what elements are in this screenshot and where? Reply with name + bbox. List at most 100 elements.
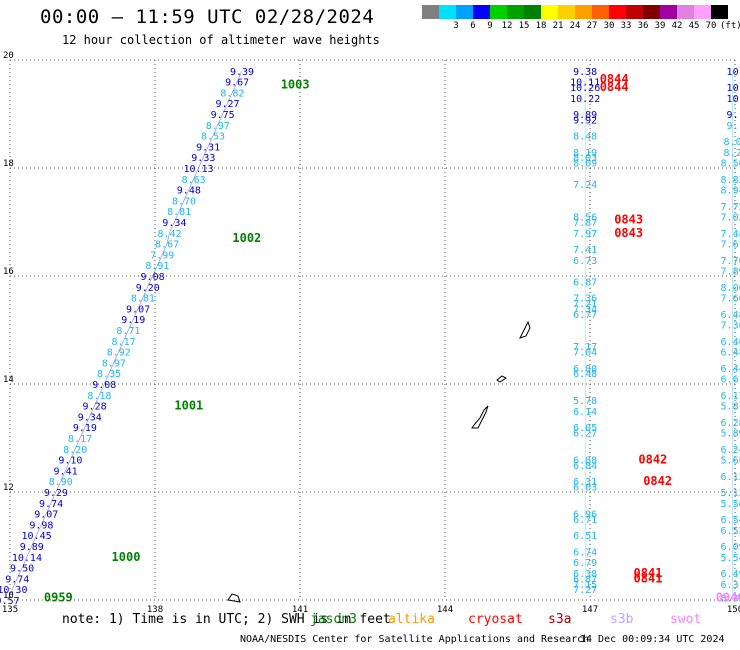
wave-height-label: 8.97	[102, 358, 126, 369]
colorbar-tick-label: 6	[470, 21, 476, 31]
colorbar-tick-label: 24	[569, 21, 581, 31]
wave-height-label: 7.75	[721, 202, 740, 213]
wave-height-label: 7.36	[573, 294, 597, 305]
wave-height-label: 7.76	[721, 256, 740, 267]
wave-height-label: 8.03	[573, 153, 597, 164]
x-tick-label: 147	[582, 605, 598, 615]
wave-height-label: 6.48	[721, 310, 740, 321]
wave-height-label: 8.81	[167, 207, 191, 218]
wave-height-label: 7.03	[721, 213, 740, 224]
wave-height-label: 8.70	[172, 196, 196, 207]
wave-height-label: 9.33	[191, 153, 215, 164]
wave-height-label: 6.48	[721, 348, 740, 359]
wave-height-label: 8.50	[721, 159, 740, 170]
wave-height-label: 9.10	[58, 456, 82, 467]
wave-height-label: 10.26	[570, 83, 600, 94]
pass-time-label: 0940	[716, 590, 740, 604]
wave-height-label: 8.42	[157, 229, 181, 240]
legend-jason3: jason3	[310, 612, 357, 627]
wave-height-label: 10.11	[570, 78, 600, 89]
wave-height-label: 8.97	[206, 121, 230, 132]
colorbar-tick-label: 18	[535, 21, 547, 31]
colorbar-swatch	[507, 5, 524, 19]
footnote: note: 1) Time is in UTC; 2) SWH is in fe…	[62, 612, 391, 627]
wave-height-label: 7.87	[573, 218, 597, 229]
wave-height-label: 9.74	[5, 574, 29, 585]
wave-height-label: 9.27	[215, 99, 239, 110]
wave-height-label: 6.54	[721, 515, 740, 526]
colorbar-swatch	[456, 5, 473, 19]
colorbar-swatch	[524, 5, 541, 19]
wave-height-label: 9.07	[34, 510, 58, 521]
wave-height-label: 6.48	[573, 369, 597, 380]
wave-height-label: 6.17	[721, 391, 740, 402]
wave-height-label: 7.89	[721, 267, 740, 278]
colorbar-swatch	[490, 5, 507, 19]
wave-height-label: 10	[727, 94, 739, 105]
colorbar-tick-label: 70	[705, 21, 717, 31]
x-tick-label: 135	[2, 605, 18, 615]
wave-height-label: 10.14	[12, 553, 42, 564]
wave-height-label: 9.48	[177, 186, 201, 197]
y-tick-label: 18	[3, 159, 14, 169]
wave-height-label: 8.82	[220, 88, 244, 99]
wave-height-label: 8.0	[724, 137, 740, 148]
wave-height-label: 9.20	[136, 283, 160, 294]
wave-height-label: 9.19	[121, 315, 145, 326]
wave-height-label: 6.28	[721, 418, 740, 429]
pass-time-label: 0843	[614, 212, 643, 226]
pass-time-label: 0842	[643, 474, 672, 488]
wave-height-label: 6.31	[573, 477, 597, 488]
wave-height-label: 6.52	[721, 526, 740, 537]
wave-height-label: 9.89	[20, 542, 44, 553]
pass-time-label: 1001	[174, 399, 203, 413]
x-tick-label: 150	[727, 605, 740, 615]
colorbar-swatch	[592, 5, 609, 19]
colorbar-tick-label: 42	[671, 21, 683, 31]
wave-height-label: 7.41	[573, 245, 597, 256]
wave-height-label: 8.09	[573, 159, 597, 170]
colorbar-swatch	[694, 5, 711, 19]
wave-height-label: 6.51	[573, 531, 597, 542]
wave-height-label: 7.60	[721, 294, 740, 305]
wave-height-label: 10.45	[22, 531, 52, 542]
wave-height-label: 6.31	[721, 580, 740, 591]
wave-height-label: 9.28	[83, 402, 107, 413]
colorbar-tick-label: 9	[487, 21, 493, 31]
wave-height-label: 8.19	[573, 148, 597, 159]
wave-height-label: 8.53	[201, 132, 225, 143]
legend-s3b: s3b	[610, 612, 634, 627]
wave-height-label: 5.81	[721, 402, 740, 413]
satellite-track-line	[7, 70, 243, 601]
wave-height-label: 5.56	[721, 499, 740, 510]
wave-height-label: 9.34	[78, 412, 102, 423]
wave-height-label: 9.50	[10, 564, 34, 575]
wave-height-label: 8.67	[155, 240, 179, 251]
wave-height-label: 6.74	[573, 547, 597, 558]
wave-height-label: 5.66	[721, 456, 740, 467]
wave-height-label: 5.78	[573, 396, 597, 407]
wave-height-label: 9.	[727, 121, 739, 132]
wave-height-label: 7.48	[721, 229, 740, 240]
legend-cryosat: cryosat	[468, 612, 523, 627]
wave-height-label: 8.48	[573, 132, 597, 143]
wave-height-label: 7.15	[573, 580, 597, 591]
wave-height-label: 7.36	[721, 321, 740, 332]
wave-height-label: 6.38	[573, 569, 597, 580]
wave-height-label: 9.98	[29, 520, 53, 531]
x-tick-label: 138	[147, 605, 163, 615]
wave-height-label: 6.05	[573, 423, 597, 434]
colorbar-tick-label: 36	[637, 21, 649, 31]
wave-height-label: 10	[727, 83, 739, 94]
wave-height-label: 6.38	[721, 593, 740, 604]
colorbar-labels: 3 6 9 12 15 18 21 24 27 30 33 36 39 42 45 70	[422, 21, 740, 33]
wave-height-label: 8.81	[131, 294, 155, 305]
wave-height-label: 8.56	[573, 213, 597, 224]
wave-height-label: 7.99	[150, 250, 174, 261]
wave-height-label: 8.18	[87, 391, 111, 402]
legend-swot: swot	[670, 612, 702, 627]
colorbar-swatch	[626, 5, 643, 19]
wave-height-label: 9.75	[211, 110, 235, 121]
wave-height-label: 9.34	[162, 218, 186, 229]
colorbar-swatch	[660, 5, 677, 19]
